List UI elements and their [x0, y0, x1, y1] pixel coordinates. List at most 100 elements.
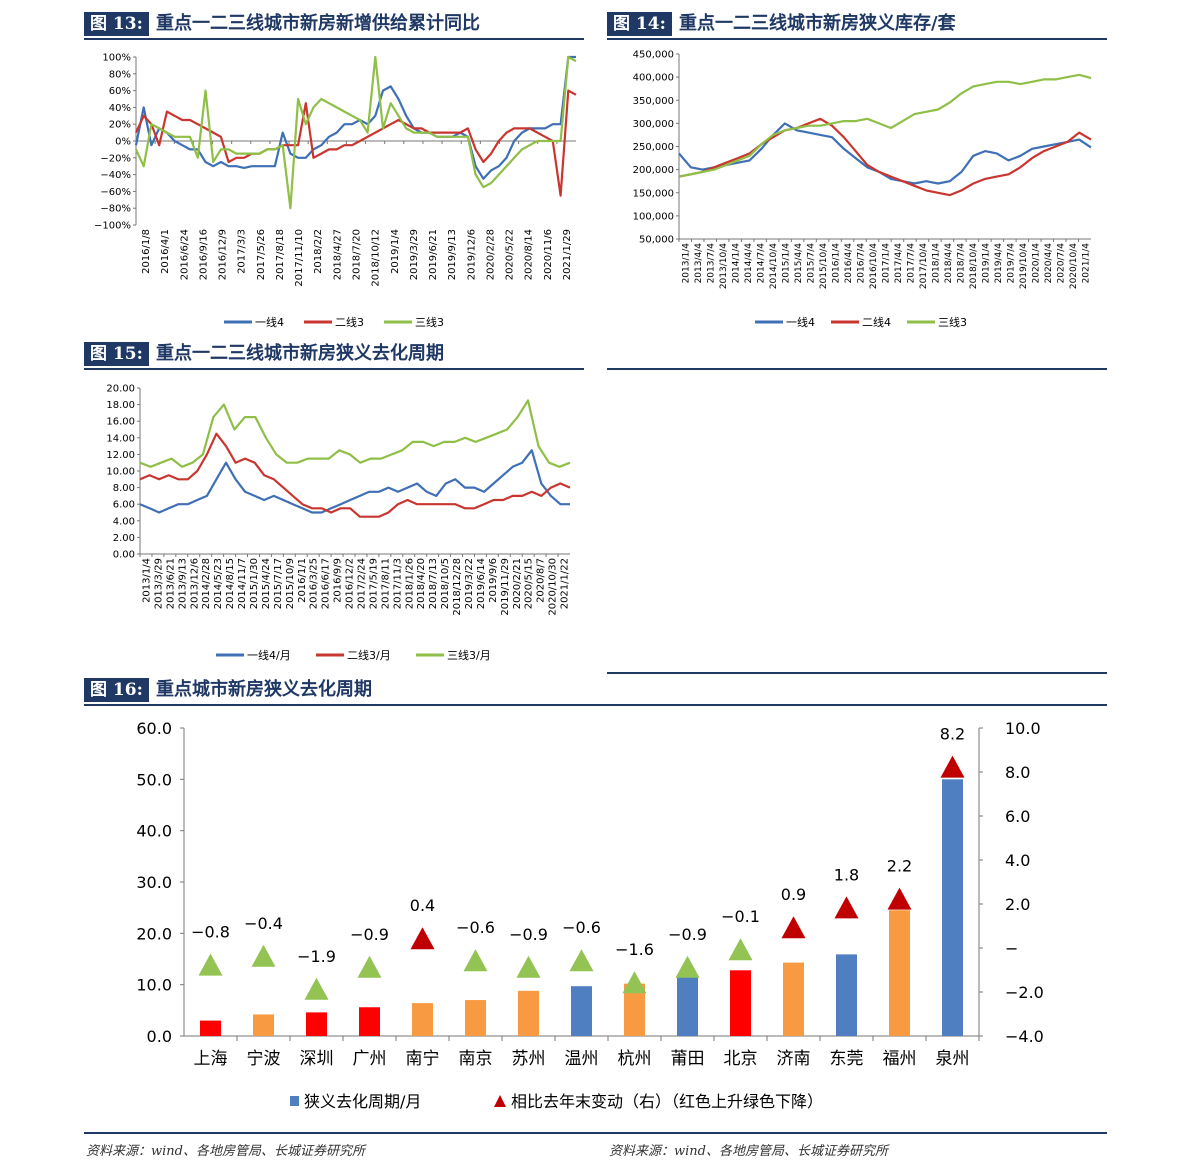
fig14-x-tick-label: 2019/1/4 [981, 243, 991, 284]
fig14-x-tick-label: 2018/1/4 [931, 243, 941, 284]
fig14-x-tick-label: 2018/7/4 [956, 243, 966, 284]
fig16-right-tick-label: 10.0 [1005, 719, 1041, 738]
source-note-right: 资料来源：wind、各地房管局、长城证券研究所 [609, 1144, 888, 1159]
fig15-x-tick-label: 2018/7/13 [428, 558, 439, 609]
fig16-bar-11 [730, 970, 751, 1036]
fig13-x-tick-label: 2016/4/1 [160, 229, 171, 274]
fig15-x-tick-label: 2015/10/9 [285, 558, 296, 609]
fig14-y-tick-label: 300,000 [633, 119, 674, 130]
fig13-x-tick-label: 2018/7/20 [352, 229, 363, 280]
fig13-y-tick-label: −80% [100, 204, 131, 215]
fig14-header: 图 14: 重点一二三线城市新房狭义库存/套 [607, 10, 1107, 40]
fig16-category-label: 苏州 [512, 1049, 546, 1069]
fig16-category-label: 北京 [724, 1049, 758, 1069]
fig16-change-marker-5 [410, 927, 435, 950]
fig16-change-marker-13 [834, 896, 859, 919]
fig14-legend-label-3: 三线3 [938, 315, 967, 329]
fig13-x-tick-label: 2016/9/16 [198, 229, 209, 280]
fig16-change-label-4: −0.9 [350, 925, 389, 944]
fig15-x-tick-label: 2018/1/26 [404, 558, 415, 609]
fig16-category-label: 深圳 [300, 1049, 334, 1069]
fig14-x-tick-label: 2019/4/4 [994, 243, 1004, 284]
fig14-x-tick-label: 2020/4/4 [1044, 243, 1054, 284]
fig13-x-tick-label: 2020/8/14 [524, 229, 535, 280]
fig16-legend-tri-swatch [494, 1095, 506, 1107]
fig15-y-tick-label: 14.00 [106, 433, 135, 444]
fig13-y-tick-label: −100% [94, 221, 131, 232]
fig16-bar-14 [889, 910, 910, 1036]
fig16-change-marker-1 [198, 953, 223, 976]
fig16-bar-2 [253, 1014, 274, 1036]
fig16-category-label: 福州 [883, 1049, 917, 1069]
fig14-x-tick-label: 2013/4/4 [694, 243, 704, 284]
fig15-x-tick-label: 2017/8/11 [380, 558, 391, 609]
fig16-change-label-7: −0.9 [509, 925, 548, 944]
fig13-x-tick-label: 2016/6/24 [179, 229, 190, 280]
fig16-bar-6 [465, 1000, 486, 1036]
fig16-change-marker-10 [675, 955, 700, 978]
fig14-x-tick-label: 2020/1/4 [1031, 243, 1041, 284]
fig16-category-label: 南京 [459, 1049, 493, 1069]
fig15-x-tick-label: 2015/7/17 [273, 558, 284, 609]
fig16-chart: 60.0 50.0 40.0 30.0 20.0 10.0 0.0 10.0 8.0 6.0 4.0… [136, 719, 1043, 1111]
fig15-y-tick-label: 8.00 [113, 483, 135, 494]
fig15-number: 图 15: [84, 342, 149, 366]
fig14-y-tick-label: 200,000 [633, 165, 674, 176]
fig16-category-label: 东莞 [830, 1049, 864, 1069]
fig13-x-tick-label: 2020/2/28 [485, 229, 496, 280]
fig13-title: 重点一二三线城市新房新增供给累计同比 [156, 13, 480, 34]
fig13-x-tick-label: 2018/10/12 [371, 229, 382, 287]
fig15-x-tick-label: 2013/6/21 [165, 558, 176, 609]
source-note-left: 资料来源：wind、各地房管局、长城证券研究所 [86, 1144, 365, 1159]
fig15-x-tick-label: 2013/9/13 [177, 558, 188, 609]
fig15-x-tick-label: 2016/9/9 [333, 558, 344, 603]
fig16-change-marker-4 [357, 955, 382, 978]
fig13-x-tick-label: 2020/5/22 [505, 229, 516, 280]
fig13-x-tick-label: 2017/8/18 [275, 229, 286, 280]
fig16-left-tick-label: 20.0 [136, 924, 172, 943]
fig16-change-marker-11 [728, 938, 753, 961]
fig13-series-line-3 [135, 55, 577, 210]
fig13-x-tick-label: 2021/1/29 [562, 229, 573, 280]
fig13-number: 图 13: [84, 12, 149, 36]
fig16-left-tick-label: 50.0 [136, 770, 172, 789]
fig13-x-tick-label: 2018/2/2 [313, 229, 324, 274]
fig15-x-tick-label: 2014/11/7 [237, 558, 248, 609]
fig14-legend-label-2: 二线4 [862, 315, 891, 329]
fig15-chart: 20.00 18.00 16.00 14.00 12.00 10.00 8.00 6.00 4.… [106, 384, 570, 663]
fig15-y-tick-label: 10.00 [106, 467, 135, 478]
fig14-x-tick-label: 2016/4/4 [844, 243, 854, 284]
fig15-legend-label-3: 三线3/月 [447, 648, 491, 662]
fig15-y-tick-label: 6.00 [113, 500, 135, 511]
fig13-header: 图 13: 重点一二三线城市新房新增供给累计同比 [84, 10, 584, 40]
fig13-y-tick-label: −40% [100, 170, 131, 181]
fig16-change-marker-2 [251, 944, 276, 967]
fig15-x-tick-label: 2017/5/19 [368, 558, 379, 609]
fig15-x-tick-label: 2016/3/25 [309, 558, 320, 609]
fig16-right-tick-label: − [1005, 939, 1018, 958]
fig16-left-tick-label: 40.0 [136, 822, 172, 841]
fig15-legend-label-1: 一线4/月 [247, 648, 291, 662]
fig16-change-label-13: 1.8 [834, 865, 859, 884]
fig13-x-tick-label: 2019/9/13 [447, 229, 458, 280]
fig16-category-label: 温州 [565, 1049, 599, 1069]
fig13-x-tick-label: 2017/3/3 [237, 229, 248, 274]
fig14-x-tick-label: 2014/10/4 [769, 243, 779, 289]
fig15-x-tick-label: 2018/10/5 [440, 558, 451, 609]
fig13-y-tick-label: 60% [109, 86, 131, 97]
fig16-change-marker-3 [304, 977, 329, 1000]
fig16-change-label-15: 8.2 [940, 725, 965, 744]
fig16-category-label: 宁波 [247, 1049, 281, 1069]
fig15-x-tick-label: 2017/2/24 [356, 558, 367, 609]
fig16-bar-10 [677, 974, 698, 1036]
fig15-series-line-1 [139, 449, 570, 514]
fig16-left-tick-label: 0.0 [147, 1027, 172, 1046]
fig15-x-tick-label: 2013/12/6 [189, 558, 200, 609]
fig13-x-tick-label: 2017/11/10 [294, 229, 305, 287]
fig13-y-tick-label: 80% [109, 69, 131, 80]
fig16-bar-5 [412, 1003, 433, 1036]
fig13-y-tick-label: −60% [100, 187, 131, 198]
fig16-change-marker-15 [940, 755, 965, 778]
fig16-legend-bar-label: 狭义去化周期/月 [304, 1092, 421, 1111]
bottom-rule [84, 1132, 1107, 1134]
